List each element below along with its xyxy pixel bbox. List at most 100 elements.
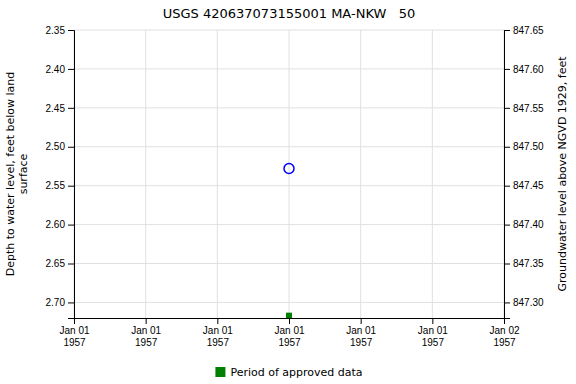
grid-line (432, 30, 433, 318)
y-tick-label: 2.55 (46, 180, 66, 191)
marks (284, 164, 294, 318)
x-tick-label: Jan 011957 (274, 325, 304, 348)
y2-tick: 847.50 (504, 141, 544, 152)
grid-line (74, 263, 504, 264)
y2-tick: 847.35 (504, 258, 544, 269)
axis-line (68, 31, 75, 319)
y-tick: 2.40 (46, 64, 74, 75)
x-tick: Jan 011957 (131, 318, 161, 348)
tick-label-line: Jan 02 (489, 325, 519, 336)
tick-label-line: 1957 (135, 337, 158, 348)
y2-axis-title: Groundwater level above NGVD 1929, feet (556, 56, 569, 292)
y2-tick-label: 847.60 (513, 64, 544, 75)
grid-line (74, 146, 504, 147)
y-tick: 2.55 (46, 180, 74, 191)
y-tick-label: 2.60 (46, 219, 66, 230)
point (284, 164, 294, 174)
x-axis: Jan 011957Jan 011957Jan 011957Jan 011957… (59, 318, 519, 348)
y2-tick-label: 847.65 (513, 25, 544, 36)
y-tick-label: 2.40 (46, 64, 66, 75)
tick-mark (68, 108, 74, 109)
y2-tick-label: 847.45 (513, 180, 544, 191)
y2-tick-label: 847.35 (513, 258, 544, 269)
tick-mark (504, 186, 510, 187)
point (286, 313, 292, 318)
tick-label-line: Jan 01 (131, 325, 161, 336)
tick-mark (68, 69, 74, 70)
x-tick-label: Jan 011957 (346, 325, 376, 348)
x-tick: Jan 011957 (203, 318, 233, 348)
y-axis: 2.352.402.452.502.552.602.652.70 (46, 25, 75, 319)
tick-label-line: 1957 (278, 337, 301, 348)
tick-mark (68, 264, 74, 265)
y-tick: 2.70 (46, 297, 74, 308)
tick-label-line: Jan 01 (59, 325, 89, 336)
y-axis-title: Depth to water level, feet below landsur… (4, 72, 30, 277)
tick-mark (146, 318, 147, 324)
y2-tick: 847.30 (504, 297, 544, 308)
tick-mark (504, 264, 510, 265)
x-tick-label: Jan 011957 (59, 325, 89, 348)
tick-mark (504, 69, 510, 70)
x-tick: Jan 011957 (418, 318, 448, 348)
x-tick: Jan 011957 (346, 318, 376, 348)
grid (74, 30, 504, 318)
tick-mark (68, 147, 74, 148)
grid-line (217, 30, 218, 318)
y2-tick-label: 847.30 (513, 297, 544, 308)
y-tick-label: 2.65 (46, 258, 66, 269)
y-tick-label: 2.50 (46, 141, 66, 152)
legend-item: Period of approved data (215, 366, 362, 379)
legend-label: Period of approved data (230, 366, 362, 379)
y-tick-label: 2.70 (46, 297, 66, 308)
tick-label-line: 1957 (207, 337, 230, 348)
tick-mark (68, 30, 74, 31)
tick-mark (504, 147, 510, 148)
x-tick: Jan 011957 (274, 318, 304, 348)
y2-tick-label: 847.55 (513, 103, 544, 114)
x-tick-label: Jan 011957 (131, 325, 161, 348)
tick-mark (68, 186, 74, 187)
tick-label-line: 1957 (493, 337, 516, 348)
tick-label-line: 1957 (422, 337, 445, 348)
x-tick-label: Jan 011957 (418, 325, 448, 348)
x-tick: Jan 011957 (59, 318, 89, 348)
grid-line (74, 302, 504, 303)
y-tick: 2.60 (46, 219, 74, 230)
grid-line (74, 30, 504, 31)
x-tick-label: Jan 021957 (489, 325, 519, 348)
y-tick: 2.65 (46, 258, 74, 269)
y2-tick: 847.45 (504, 180, 544, 191)
tick-label-line: 1957 (63, 337, 86, 348)
plot: Jan 011957Jan 011957Jan 011957Jan 011957… (46, 25, 544, 348)
axis-line (75, 319, 505, 325)
tick-label-line: Jan 01 (274, 325, 304, 336)
axis-title-line: Depth to water level, feet below land (4, 72, 17, 277)
axis-title-line: surface (17, 153, 30, 194)
tick-label-line: 1957 (350, 337, 373, 348)
tick-mark (432, 318, 433, 324)
tick-label-line: Jan 01 (346, 325, 376, 336)
tick-mark (504, 302, 510, 303)
grid-line (360, 30, 361, 318)
y2-axis: 847.65 847.60 847.55 847.50 847.45 847.40 847.… (504, 25, 544, 319)
grid-line (145, 30, 146, 318)
tick-label-line: Jan 01 (203, 325, 233, 336)
y2-tick: 847.60 (504, 64, 544, 75)
y-tick-label: 2.45 (46, 103, 66, 114)
chart: Jan 011957Jan 011957Jan 011957Jan 011957… (0, 0, 576, 384)
x-tick: Jan 021957 (489, 318, 519, 348)
grid-line (74, 224, 504, 225)
tick-mark (361, 318, 362, 324)
legend-swatch (215, 367, 225, 377)
tick-label-line: Jan 01 (418, 325, 448, 336)
y2-tick: 847.65 (504, 25, 544, 36)
y2-tick: 847.40 (504, 219, 544, 230)
y-tick: 2.50 (46, 141, 74, 152)
tick-mark (504, 225, 510, 226)
y2-tick-label: 847.50 (513, 141, 544, 152)
y2-tick: 847.55 (504, 103, 544, 114)
x-tick-label: Jan 011957 (203, 325, 233, 348)
y2-tick-label: 847.40 (513, 219, 544, 230)
axis-line (505, 31, 511, 319)
